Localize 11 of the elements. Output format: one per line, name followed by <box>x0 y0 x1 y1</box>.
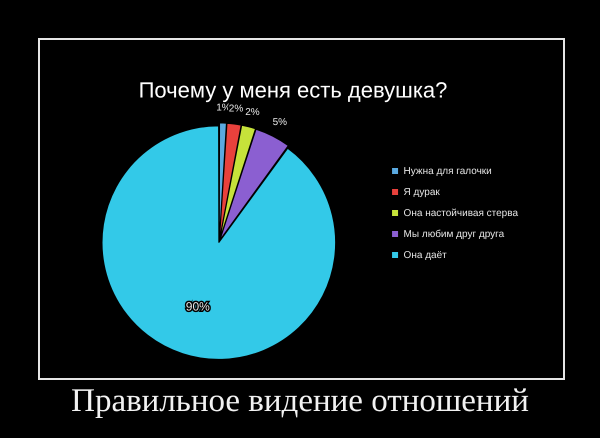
legend-label: Мы любим друг друга <box>404 228 505 240</box>
text: Правильное видение отношений <box>70 382 530 421</box>
chart-title: Почему у меня есть девушка? <box>138 77 448 102</box>
legend-label: Она даёт <box>404 250 448 261</box>
legend-label: Нужна для галочки <box>404 166 492 177</box>
legend-label: Она настойчивая стерва <box>404 208 518 219</box>
data-label: 2% <box>245 106 260 118</box>
legend-label: Я дурак <box>404 186 440 198</box>
data-label: 5% <box>272 117 288 128</box>
data-label: 2% <box>228 104 244 115</box>
data-label: 90% <box>186 300 210 314</box>
